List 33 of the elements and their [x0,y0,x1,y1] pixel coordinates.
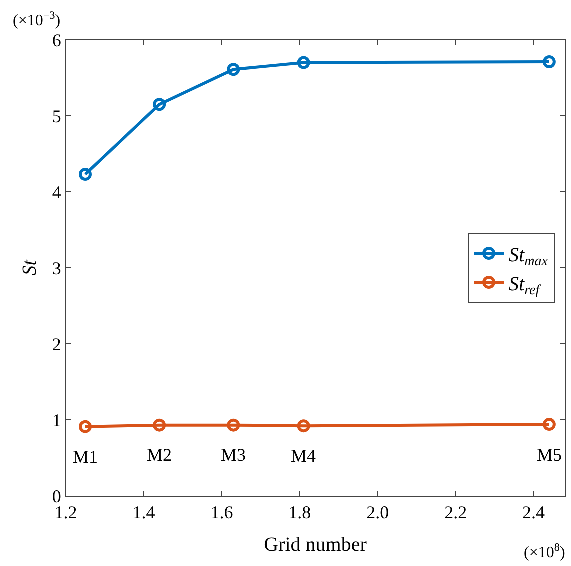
y-axis-title: St [18,260,41,276]
point [227,418,240,432]
point [542,56,556,69]
y-tick-label: 6 [52,30,62,50]
point [78,420,92,434]
annotation: M1 [73,447,98,467]
y-tick-label: 2 [52,334,62,354]
text: (×10$^{−3}$) [13,10,61,30]
x-tick-label: 2.4 [522,502,546,523]
x-tick-label: 1.8 [288,502,312,523]
point [78,168,92,182]
point [297,56,310,70]
point [297,420,310,433]
x-tick-label: 1.4 [132,502,156,523]
annotation: M4 [291,446,316,466]
point [227,63,240,76]
point [153,98,166,112]
point [542,418,556,432]
x-tick-label: 2.2 [444,502,468,523]
annotation: M5 [537,445,562,465]
y-tick-label: 3 [52,258,62,278]
y-tick-label: 1 [52,410,62,430]
annotation: M3 [221,445,246,465]
y-tick-label: 4 [52,182,62,202]
x-tick-label: 1.6 [210,502,234,523]
point [153,418,166,432]
x-axis-title: Grid number [264,534,368,556]
x-tick-label: 2.0 [366,502,390,523]
annotation: M2 [147,445,172,465]
text: (×10$^{8}$) [524,542,566,562]
y-tick-label: 5 [52,106,62,126]
legend-label: St$_{ref}$ [509,273,542,298]
legend-label: St$_{max}$ [509,244,549,270]
